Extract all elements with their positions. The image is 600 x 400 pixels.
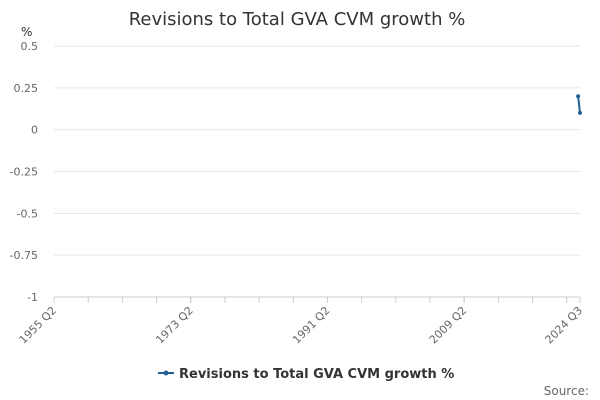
series-line	[577, 96, 581, 114]
legend-series-marker	[163, 370, 169, 376]
y-tick-label: 0.5	[21, 40, 39, 53]
gridlines	[54, 45, 580, 256]
y-axis-unit: %	[21, 25, 32, 39]
legend[interactable]: Revisions to Total GVA CVM growth %	[158, 367, 454, 382]
chart-title: Revisions to Total GVA CVM growth %	[129, 9, 466, 30]
x-tick-label: 1973 Q2	[153, 304, 196, 347]
y-axis-ticks: 0.5 0.25 0 -0.25 -0.5 -0.75 -1	[10, 40, 38, 304]
x-tick-label: 2009 Q2	[427, 304, 470, 347]
y-tick-label: 0.25	[14, 82, 39, 95]
y-tick-label: -1	[27, 291, 38, 304]
y-tick-label: 0	[31, 124, 38, 137]
x-axis: 1955 Q2 1973 Q2 1991 Q2 2009 Q2 2024 Q3	[17, 296, 586, 347]
x-tick-label: 2024 Q3	[543, 304, 586, 347]
y-tick-label: -0.25	[10, 166, 38, 179]
series-layer	[576, 94, 582, 115]
x-tick-label: 1955 Q2	[17, 304, 60, 347]
x-tick-label: 1991 Q2	[290, 304, 333, 347]
legend-series-label: Revisions to Total GVA CVM growth %	[179, 367, 454, 382]
data-point[interactable]	[576, 94, 581, 99]
source-label: Source:	[544, 384, 589, 398]
data-point[interactable]	[578, 110, 582, 115]
y-tick-label: -0.75	[10, 249, 38, 262]
y-tick-label: -0.5	[17, 207, 38, 220]
